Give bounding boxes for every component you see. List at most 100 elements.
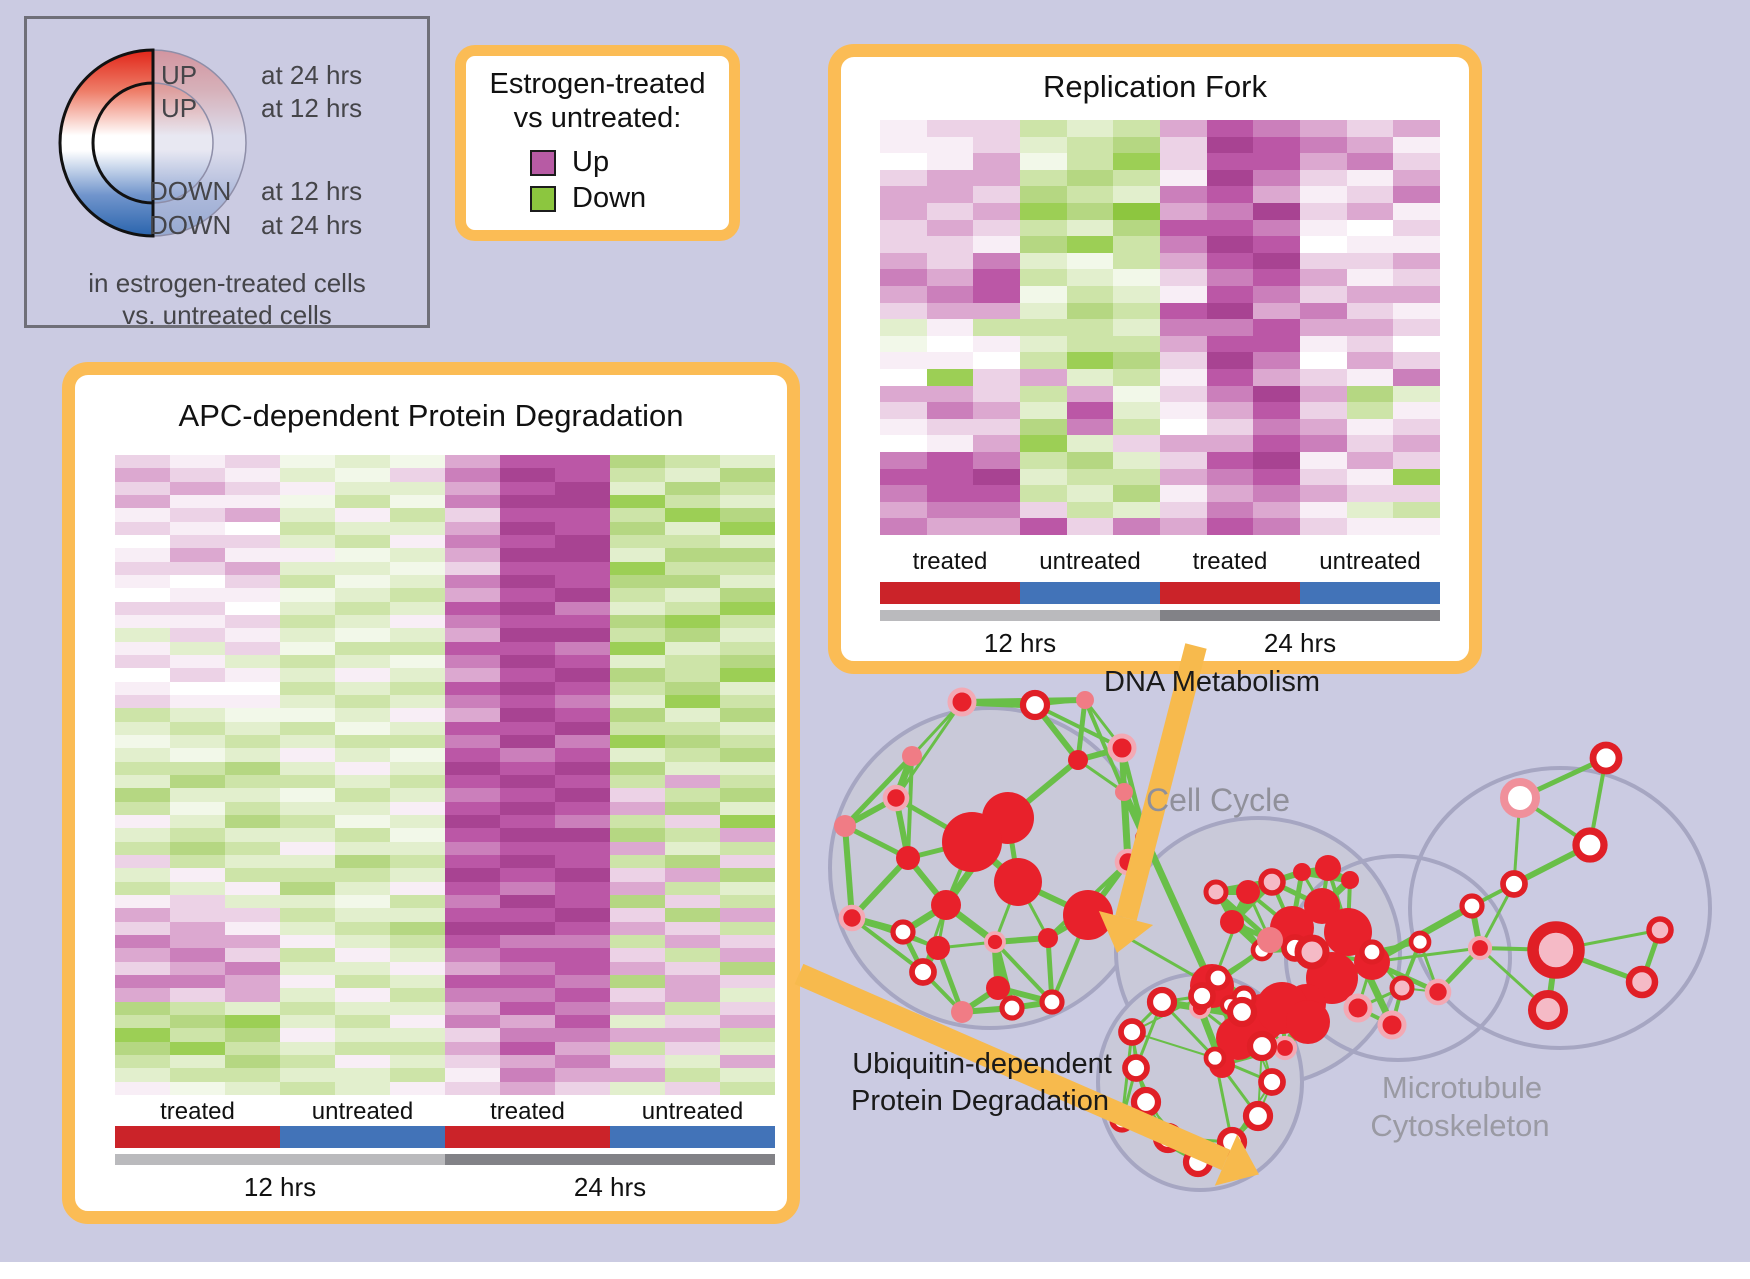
gene-node — [890, 919, 916, 945]
heatmap-cell — [445, 614, 500, 629]
heatmap-cell — [1393, 402, 1440, 419]
heatmap-cell — [390, 894, 445, 909]
heatmap-cell — [973, 435, 1020, 452]
heatmap-cell — [1206, 219, 1254, 237]
heatmap-cell — [1020, 369, 1067, 386]
heatmap-cell — [880, 518, 927, 535]
heatmap-cell — [555, 521, 610, 535]
heatmap-cell — [280, 1028, 335, 1042]
heatmap-cell — [880, 352, 927, 369]
heatmap-cell — [1113, 252, 1160, 270]
heatmap-cell — [500, 1068, 555, 1082]
heatmap-cell — [445, 1001, 500, 1015]
network-label-microtubule-2: Cytoskeleton — [1370, 1108, 1550, 1143]
heatmap-cell — [225, 748, 280, 762]
heatmap-cell — [665, 1068, 720, 1082]
heatmap-cell — [170, 788, 225, 802]
gene-node — [1304, 888, 1340, 924]
heatmap-cell — [390, 534, 445, 549]
timepoint-label-24-hrs: 24 hrs — [573, 1172, 647, 1202]
heatmap-cell — [225, 828, 280, 842]
heatmap-cell — [665, 561, 720, 575]
heatmap-cell — [1113, 501, 1160, 519]
heatmap-cell — [880, 186, 927, 203]
heatmap-cell — [1393, 136, 1440, 154]
heatmap-cell — [610, 508, 665, 522]
heatmap-cell — [280, 734, 335, 749]
heatmap-cell — [1253, 452, 1300, 469]
heatmap-cell — [170, 1054, 225, 1069]
heatmap-cell — [1253, 402, 1300, 419]
heatmap-cell — [225, 1028, 280, 1042]
heatmap-cell — [555, 974, 610, 989]
heatmap-cell — [1253, 252, 1300, 270]
heatmap-cell — [1020, 236, 1067, 253]
heatmap-cell — [1300, 153, 1347, 170]
heatmap-cell — [610, 934, 665, 949]
heatmap-cell — [335, 668, 390, 682]
heatmap-cell — [390, 734, 445, 749]
heatmap-cell — [445, 1014, 500, 1029]
heatmap-cell — [880, 452, 927, 469]
updown-ring-legend: UP at 24 hrs UP at 12 hrs DOWN at 12 hrs… — [24, 16, 430, 330]
heatmap-cell — [610, 1054, 665, 1069]
heatmap-cell — [1020, 219, 1067, 237]
heatmap-cell — [926, 501, 974, 519]
heatmap-cell — [225, 481, 280, 495]
heatmap-cell — [1160, 435, 1207, 452]
heatmap-cell — [665, 601, 720, 615]
heatmap-cell — [500, 1041, 555, 1055]
heatmap-cell — [555, 881, 610, 895]
heatmap-cell — [335, 654, 390, 669]
heatmap-cell — [720, 801, 775, 815]
heatmap-cell — [1300, 269, 1347, 286]
heatmap-cell — [225, 614, 280, 629]
heatmap-cell — [335, 908, 390, 922]
heatmap-cell — [1300, 385, 1347, 403]
heatmap-cell — [335, 681, 390, 695]
heatmap-cell — [665, 681, 720, 695]
heatmap-cell — [1020, 501, 1067, 519]
heatmap-cell — [500, 841, 555, 855]
heatmap-cell — [555, 601, 610, 615]
heatmap-cell — [390, 854, 445, 869]
heatmap-cell — [445, 668, 500, 682]
network-edge — [1083, 699, 1126, 793]
heatmap-cell — [1253, 302, 1300, 320]
heatmap-cell — [555, 1054, 610, 1069]
heatmap-cell — [390, 455, 445, 469]
gene-node — [1377, 1010, 1407, 1040]
network-edge — [850, 916, 925, 974]
heatmap-cell — [115, 668, 170, 682]
heatmap-cell — [225, 601, 280, 615]
heatmap-cell — [335, 1054, 390, 1069]
heatmap-cell — [500, 721, 555, 735]
heatmap-cell — [1066, 236, 1114, 253]
heatmap-cell — [1206, 402, 1254, 419]
heatmap-cell — [610, 974, 665, 989]
heatmap-cell — [1393, 302, 1440, 320]
heatmap-cell — [280, 761, 335, 775]
sample-group-bar — [1020, 582, 1160, 604]
heatmap-cell — [280, 748, 335, 762]
gene-node — [1467, 935, 1493, 961]
gene-node — [1459, 893, 1485, 919]
heatmap-cell — [225, 455, 280, 469]
heatmap-cell — [390, 601, 445, 615]
heatmap-cell — [170, 841, 225, 855]
heatmap-cell — [555, 481, 610, 495]
heatmap-cell — [390, 961, 445, 975]
ring-row-time-2: at 12 hrs — [261, 176, 363, 206]
heatmap-cell — [1160, 319, 1207, 336]
heatmap-cell — [500, 1081, 555, 1095]
heatmap-cell — [610, 481, 665, 495]
timepoint-label-24-hrs: 24 hrs — [1263, 628, 1337, 658]
heatmap-cell — [115, 868, 170, 882]
gene-node — [1646, 916, 1674, 944]
heatmap-cell — [225, 734, 280, 749]
heatmap-cell — [1300, 402, 1347, 419]
heatmap-cell — [1253, 485, 1300, 502]
heatmap-cell — [335, 801, 390, 815]
heatmap-cell — [926, 385, 974, 403]
heatmap-cell — [1346, 501, 1394, 519]
